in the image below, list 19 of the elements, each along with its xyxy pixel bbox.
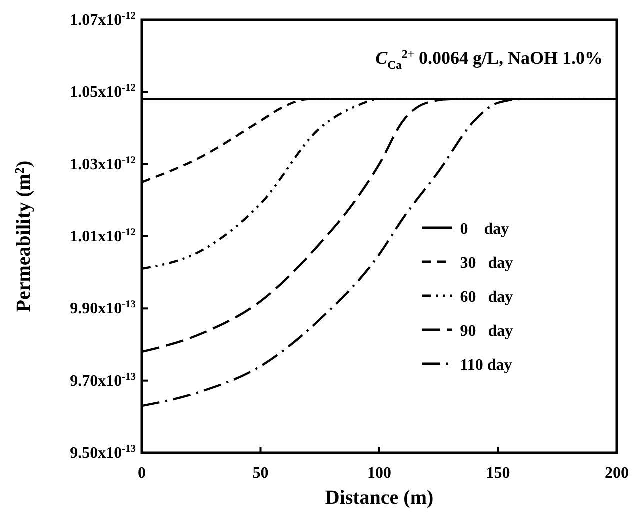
x-axis-title: Distance (m) (325, 487, 434, 509)
y-tick-label: 9.50x10$^{-13}$ (70, 444, 136, 462)
y-tick-label: 9.70x10$^{-13}$ (70, 372, 136, 390)
legend-label: 0 day (460, 220, 510, 238)
legend-label: 30 day (460, 254, 514, 272)
x-tick-label: 100 (368, 465, 392, 482)
y-tick-label: 1.05x10$^{-12}$ (70, 83, 136, 102)
y-tick-label: 9.90x10$^{-13}$ (70, 300, 136, 318)
y-tick-label: 1.07x10$^{-12}$ (70, 11, 136, 29)
legend-label: 60 day (460, 288, 514, 306)
x-tick-label: 0 (138, 465, 146, 482)
annotation: C$_{Ca}$$^{2+}$ 0.0064 g/L, NaOH 1.0% (376, 48, 603, 72)
legend-label: 90 day (460, 322, 514, 340)
y-tick-label: 1.03x10$^{-12}$ (70, 155, 136, 174)
x-tick-label: 200 (605, 465, 629, 482)
x-tick-label: 50 (252, 465, 269, 482)
y-tick-label: 1.01x10$^{-12}$ (70, 228, 136, 246)
x-tick-label: 150 (486, 465, 510, 482)
legend-label: 110 day (460, 356, 512, 374)
